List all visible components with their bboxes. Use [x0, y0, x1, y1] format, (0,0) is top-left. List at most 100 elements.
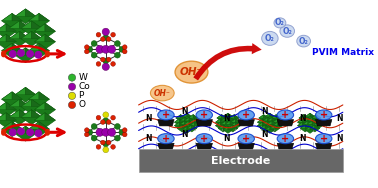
Circle shape	[102, 63, 109, 70]
Ellipse shape	[150, 85, 174, 101]
Polygon shape	[238, 143, 254, 150]
Polygon shape	[182, 113, 192, 120]
Polygon shape	[190, 119, 195, 122]
Text: N: N	[223, 114, 229, 123]
Circle shape	[111, 115, 115, 120]
Polygon shape	[0, 113, 17, 128]
Circle shape	[18, 128, 24, 135]
Polygon shape	[0, 24, 6, 31]
Polygon shape	[228, 125, 238, 132]
Text: W: W	[78, 73, 87, 82]
Circle shape	[103, 147, 109, 153]
Polygon shape	[45, 24, 56, 31]
Polygon shape	[177, 125, 187, 132]
Polygon shape	[193, 115, 198, 118]
Polygon shape	[263, 121, 268, 124]
Polygon shape	[34, 113, 45, 120]
Text: +: +	[320, 134, 328, 144]
Polygon shape	[273, 119, 282, 126]
Polygon shape	[6, 113, 17, 120]
Polygon shape	[184, 121, 194, 128]
Circle shape	[87, 129, 93, 135]
Text: +: +	[281, 110, 290, 120]
Polygon shape	[297, 122, 302, 126]
Polygon shape	[272, 121, 277, 124]
Polygon shape	[218, 125, 228, 132]
Polygon shape	[21, 99, 31, 107]
Circle shape	[84, 132, 89, 137]
Polygon shape	[34, 102, 56, 117]
Polygon shape	[196, 120, 212, 126]
Polygon shape	[28, 43, 50, 58]
Polygon shape	[297, 119, 307, 126]
Polygon shape	[230, 121, 235, 124]
Polygon shape	[215, 119, 225, 126]
Polygon shape	[305, 126, 315, 133]
Polygon shape	[310, 113, 315, 117]
Polygon shape	[2, 92, 12, 99]
Circle shape	[2, 53, 5, 57]
Polygon shape	[276, 115, 281, 118]
Polygon shape	[190, 122, 200, 129]
Polygon shape	[308, 121, 313, 124]
Polygon shape	[270, 113, 275, 117]
Polygon shape	[300, 125, 305, 128]
Ellipse shape	[277, 134, 294, 144]
Polygon shape	[265, 126, 270, 130]
Polygon shape	[20, 99, 30, 107]
Polygon shape	[238, 120, 254, 126]
Polygon shape	[9, 31, 20, 39]
FancyBboxPatch shape	[139, 149, 343, 172]
Polygon shape	[310, 126, 315, 130]
Circle shape	[102, 128, 110, 136]
Circle shape	[101, 57, 105, 62]
Text: O: O	[78, 100, 85, 109]
Polygon shape	[39, 43, 50, 51]
Ellipse shape	[274, 18, 286, 28]
Polygon shape	[270, 126, 275, 130]
Polygon shape	[235, 122, 240, 126]
Circle shape	[35, 52, 42, 58]
Circle shape	[87, 46, 93, 52]
Polygon shape	[28, 122, 50, 137]
Polygon shape	[175, 119, 184, 126]
Polygon shape	[158, 120, 174, 126]
Text: O₂: O₂	[282, 27, 292, 36]
Polygon shape	[195, 119, 200, 122]
Circle shape	[84, 49, 89, 54]
Polygon shape	[217, 115, 226, 121]
Polygon shape	[28, 13, 50, 28]
Polygon shape	[221, 117, 226, 121]
Polygon shape	[307, 121, 317, 128]
Polygon shape	[15, 126, 26, 134]
Polygon shape	[305, 113, 310, 117]
Circle shape	[84, 128, 89, 132]
Polygon shape	[267, 121, 277, 128]
Polygon shape	[313, 119, 322, 126]
Polygon shape	[218, 125, 223, 128]
Polygon shape	[20, 21, 30, 28]
Circle shape	[103, 112, 109, 118]
Ellipse shape	[196, 134, 212, 144]
Text: P: P	[78, 91, 84, 100]
Circle shape	[18, 50, 24, 56]
Polygon shape	[175, 122, 179, 126]
Polygon shape	[34, 102, 45, 110]
Polygon shape	[229, 115, 234, 118]
Circle shape	[122, 128, 127, 132]
Polygon shape	[260, 125, 270, 132]
Circle shape	[101, 140, 105, 145]
Polygon shape	[9, 31, 30, 46]
Polygon shape	[307, 117, 312, 121]
Ellipse shape	[238, 134, 254, 144]
Polygon shape	[228, 125, 233, 128]
Polygon shape	[0, 102, 6, 110]
Polygon shape	[12, 122, 23, 129]
Polygon shape	[265, 113, 270, 117]
Circle shape	[9, 51, 16, 57]
Polygon shape	[303, 121, 308, 124]
Polygon shape	[190, 119, 200, 126]
Circle shape	[111, 32, 115, 37]
Ellipse shape	[196, 110, 212, 120]
Circle shape	[106, 57, 111, 62]
